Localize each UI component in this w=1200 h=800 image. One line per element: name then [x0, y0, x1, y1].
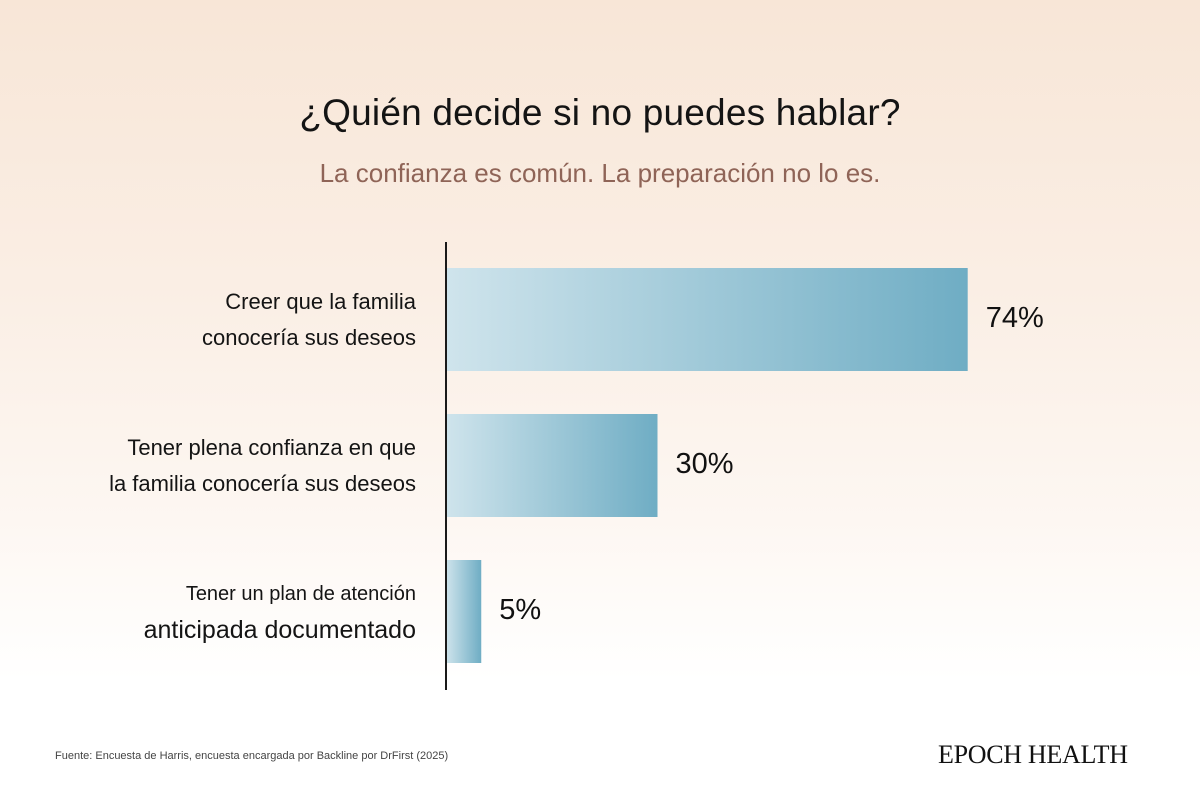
value-label: 74%	[985, 301, 1044, 334]
bar-2	[446, 414, 658, 517]
category-label-line: anticipada documentado	[143, 615, 416, 644]
bar-1	[446, 268, 968, 371]
category-label-line: Creer que la familia	[225, 288, 416, 314]
category-label-line: Tener un plan de atención	[185, 582, 416, 605]
category-label: Tener plena confianza en que la familia c…	[56, 430, 416, 502]
category-label-line: Tener plena confianza en que	[127, 434, 416, 460]
brand-logo: EPOCH HEALTH	[938, 740, 1128, 769]
category-label: Tener un plan de atención anticipada docu…	[56, 576, 416, 648]
chart-subtitle: La confianza es común. La preparación no…	[319, 158, 881, 188]
chart-title: ¿Quién decide si no puedes hablar?	[299, 92, 901, 133]
category-label-line: conocería sus deseos	[201, 324, 416, 350]
source-note: Fuente: Encuesta de Harris, encuesta enc…	[55, 750, 449, 762]
value-label: 5%	[499, 593, 542, 626]
value-label: 30%	[675, 447, 734, 480]
category-label: Creer que la familia conocería sus deseos	[56, 284, 416, 356]
bar-3	[446, 560, 482, 663]
category-label-line: la familia conocería sus deseos	[109, 470, 416, 496]
